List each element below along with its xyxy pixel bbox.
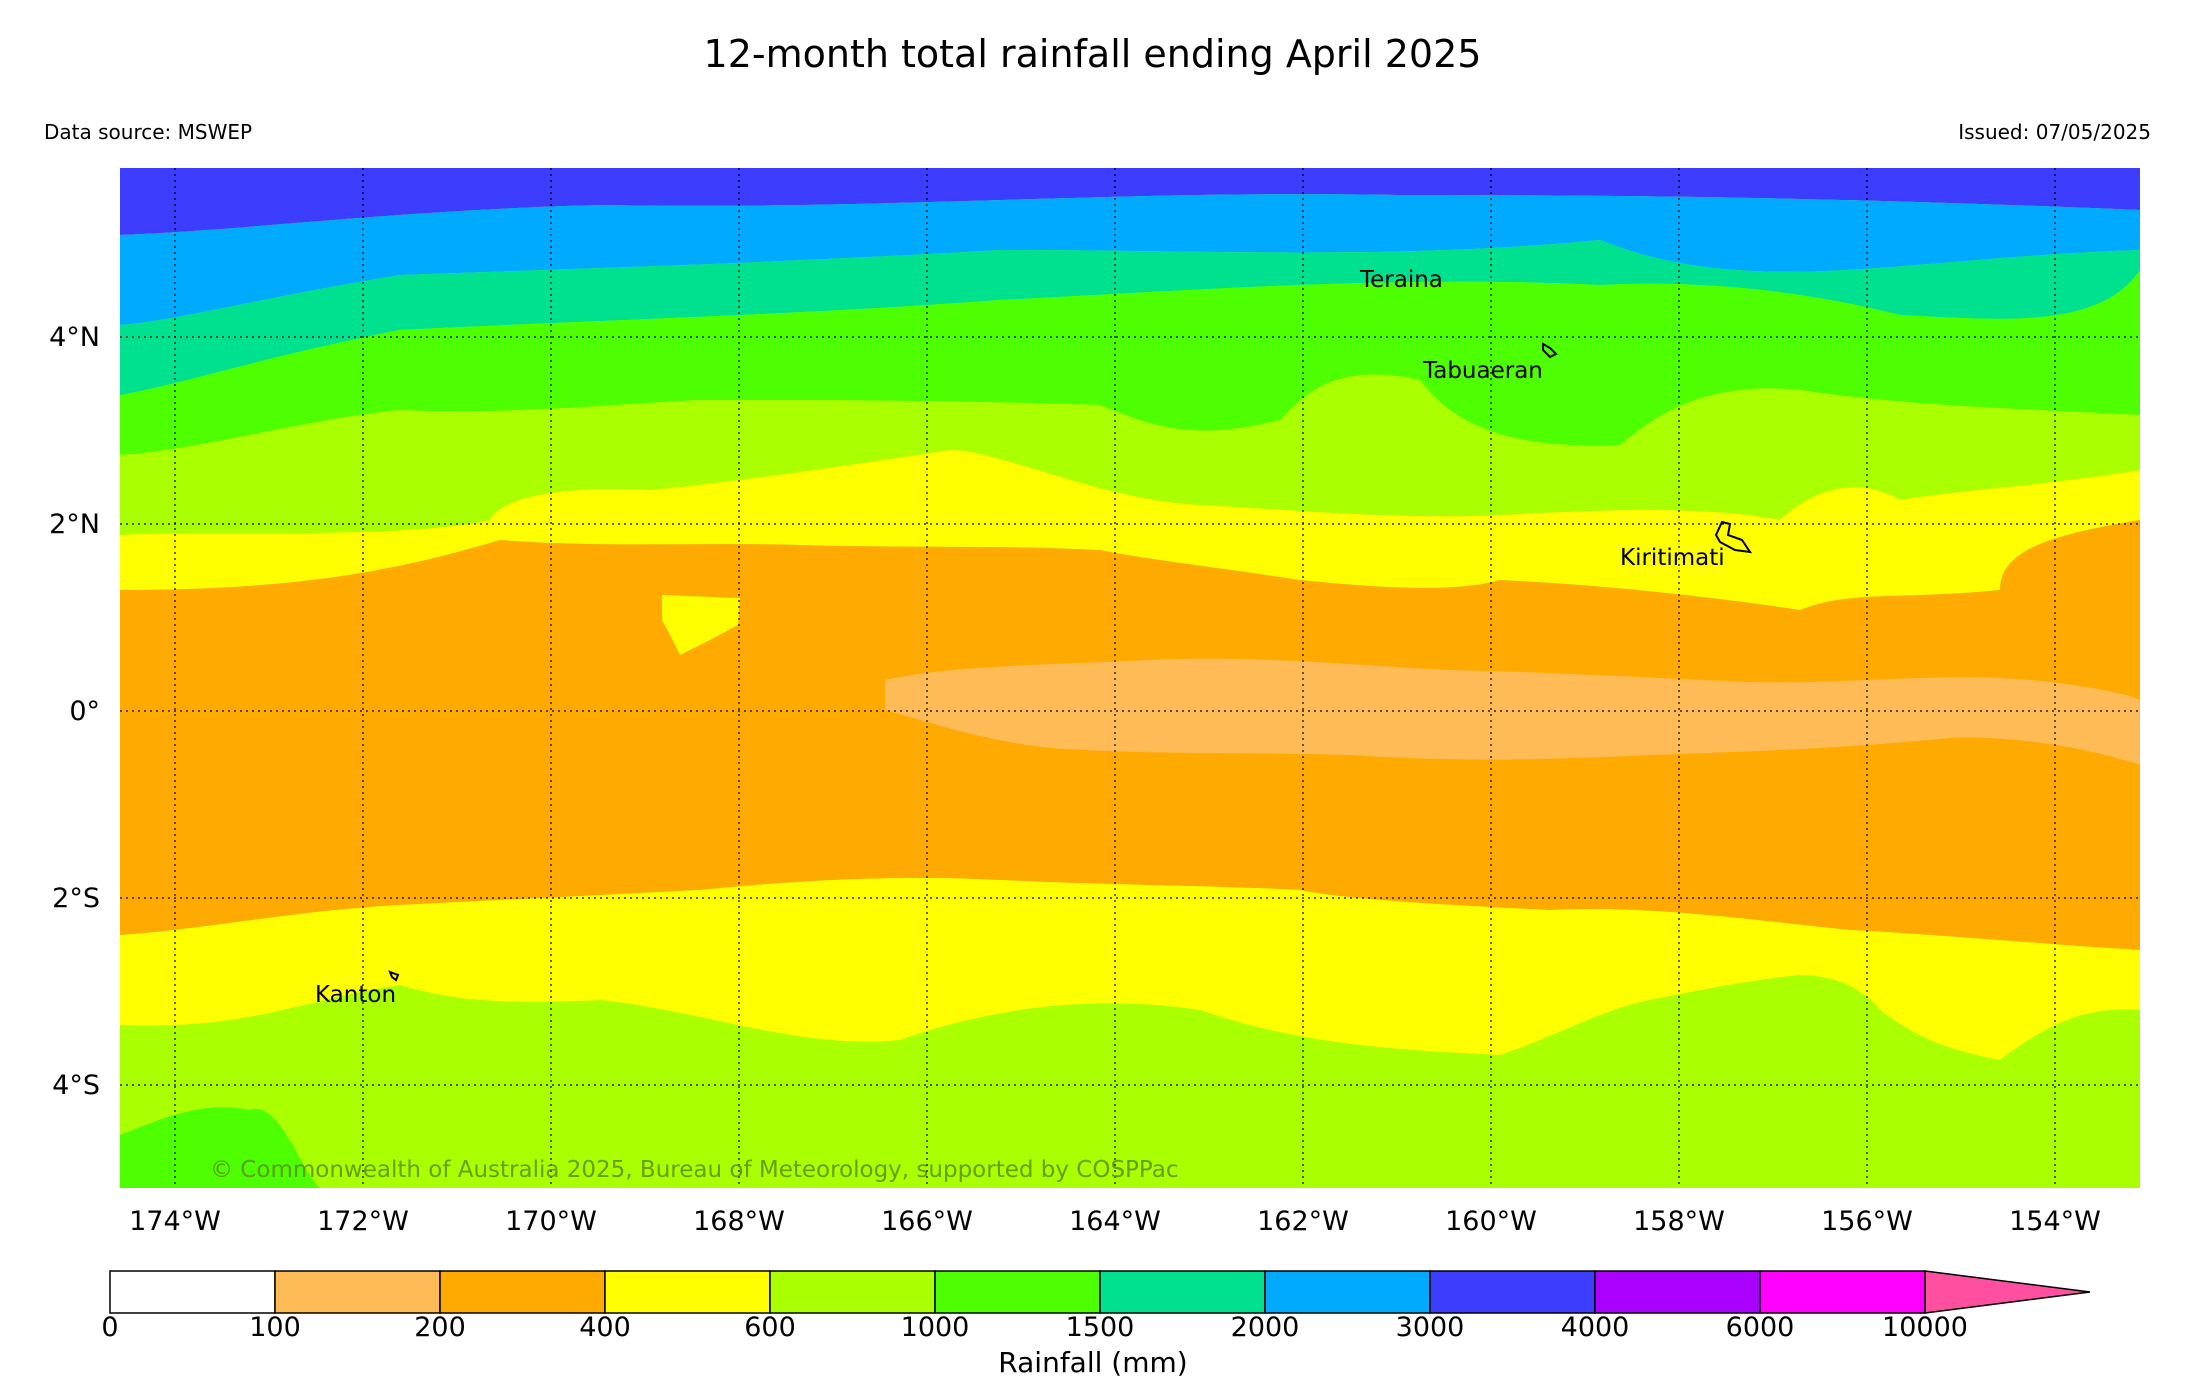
colorbar-segment bbox=[274, 1270, 441, 1314]
lon-label-160w: 160°W bbox=[1445, 1206, 1537, 1237]
band-2000-3000 bbox=[120, 194, 2140, 325]
colorbar-segment bbox=[1594, 1270, 1761, 1314]
band-1500-2000 bbox=[120, 240, 2140, 395]
colorbar-tick-label: 3000 bbox=[1395, 1312, 1465, 1343]
data-source-label: Data source: MSWEP bbox=[44, 120, 253, 144]
place-label-kanton: Kanton bbox=[315, 982, 396, 1008]
band-400-600-south bbox=[120, 878, 2140, 1060]
colorbar-tick-label: 1000 bbox=[900, 1312, 970, 1343]
tabuaeran-island bbox=[1542, 342, 1558, 359]
place-label-teraina: Teraina bbox=[1359, 267, 1443, 293]
lat-label-0: 0° bbox=[69, 696, 100, 727]
colorbar-tick-label: 100 bbox=[249, 1312, 301, 1343]
colorbar-segment bbox=[439, 1270, 606, 1314]
band-100-200 bbox=[885, 658, 2140, 765]
colorbar-tick-label: 1500 bbox=[1065, 1312, 1135, 1343]
colorbar-segment bbox=[769, 1270, 936, 1314]
lon-label-156w: 156°W bbox=[1821, 1206, 1913, 1237]
rainfall-contours bbox=[120, 168, 2140, 1188]
colorbar-arrow bbox=[1924, 1270, 2091, 1314]
lon-label-174w: 174°W bbox=[129, 1206, 221, 1237]
copyright-notice: © Commonwealth of Australia 2025, Bureau… bbox=[210, 1157, 1179, 1183]
band-1000-1500 bbox=[120, 270, 2140, 455]
lon-label-158w: 158°W bbox=[1633, 1206, 1725, 1237]
kiritimati-island bbox=[1714, 520, 1753, 554]
colorbar-tick-label: 400 bbox=[579, 1312, 631, 1343]
colorbar-segment bbox=[1099, 1270, 1266, 1314]
colorbar-tick-label: 6000 bbox=[1725, 1312, 1795, 1343]
issued-date-label: Issued: 07/05/2025 bbox=[1958, 120, 2151, 144]
colorbar-tick-label: 10000 bbox=[1882, 1312, 1968, 1343]
island-outlines bbox=[388, 342, 1753, 982]
band-1000-1500-south bbox=[120, 1107, 320, 1188]
lon-label-170w: 170°W bbox=[505, 1206, 597, 1237]
band-400-600-north bbox=[120, 450, 2140, 610]
lat-label-2n: 2°N bbox=[49, 509, 100, 540]
graticule bbox=[120, 168, 2140, 1188]
lon-label-154w: 154°W bbox=[2009, 1206, 2101, 1237]
colorbar-segment bbox=[934, 1270, 1101, 1314]
colorbar-tick-label: 4000 bbox=[1560, 1312, 1630, 1343]
colorbar-tick-label: 600 bbox=[744, 1312, 796, 1343]
colorbar-tick-label: 0 bbox=[101, 1312, 119, 1343]
lon-label-164w: 164°W bbox=[1069, 1206, 1161, 1237]
colorbar-segment bbox=[109, 1270, 276, 1314]
lat-label-2s: 2°S bbox=[52, 883, 100, 914]
colorbar-segment bbox=[1429, 1270, 1596, 1314]
colorbar bbox=[109, 1270, 2091, 1314]
lon-label-166w: 166°W bbox=[881, 1206, 973, 1237]
band-600-1000-north bbox=[120, 374, 2140, 535]
colorbar-tick-label: 200 bbox=[414, 1312, 466, 1343]
map-title: 12-month total rainfall ending April 202… bbox=[703, 32, 1482, 76]
lon-label-168w: 168°W bbox=[693, 1206, 785, 1237]
lon-label-172w: 172°W bbox=[317, 1206, 409, 1237]
lat-label-4n: 4°N bbox=[49, 322, 100, 353]
colorbar-title: Rainfall (mm) bbox=[998, 1346, 1188, 1379]
place-label-tabuaeran: Tabuaeran bbox=[1422, 358, 1543, 384]
lon-label-162w: 162°W bbox=[1257, 1206, 1349, 1237]
lat-label-4s: 4°S bbox=[52, 1070, 100, 1101]
band-400-600-patch bbox=[662, 595, 740, 655]
colorbar-segment bbox=[604, 1270, 771, 1314]
colorbar-segment bbox=[1759, 1270, 1926, 1314]
colorbar-tick-label: 2000 bbox=[1230, 1312, 1300, 1343]
colorbar-segment bbox=[1264, 1270, 1431, 1314]
kanton-island bbox=[388, 970, 400, 982]
place-label-kiritimati: Kiritimati bbox=[1620, 545, 1725, 571]
band-3000-4000 bbox=[120, 168, 2140, 235]
